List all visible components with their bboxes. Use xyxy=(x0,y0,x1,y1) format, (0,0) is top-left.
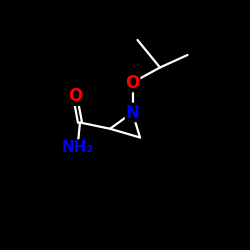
Text: O: O xyxy=(68,87,82,105)
Text: O: O xyxy=(68,87,82,105)
Text: N: N xyxy=(126,104,140,122)
Text: N: N xyxy=(126,104,140,122)
Text: O: O xyxy=(126,74,140,92)
Text: O: O xyxy=(126,74,140,92)
Text: NH₂: NH₂ xyxy=(62,140,94,155)
Text: NH₂: NH₂ xyxy=(62,140,94,155)
